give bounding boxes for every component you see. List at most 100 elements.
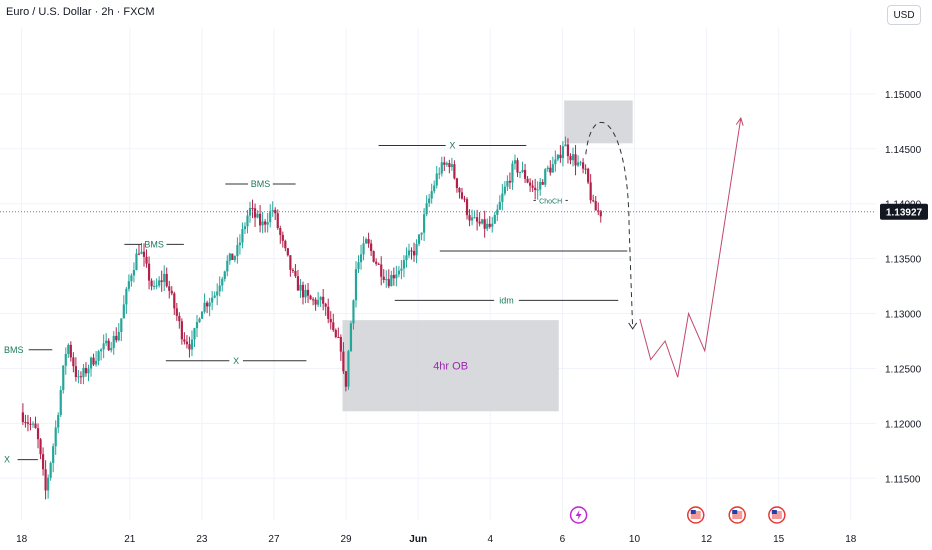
candle-body [183,339,186,342]
candle-body [246,215,249,227]
candle-body [476,217,479,222]
candle-body [163,273,166,282]
candle-body [289,255,292,270]
candle-body [221,278,224,286]
candle-body [412,251,416,256]
candle-body [423,214,426,233]
candle-body [332,322,335,330]
candle-body [175,308,178,316]
candle-body [294,270,297,277]
candle-body [417,234,421,244]
candle-body [319,296,322,301]
candle-body [397,270,400,275]
candle-body [178,315,181,322]
candle-body [279,228,282,235]
candle-body [375,261,378,264]
candle-body [536,189,539,191]
candle-body [296,276,300,291]
candle-body [306,289,310,296]
y-tick-label: 1.12000 [885,419,922,430]
candle-body [49,462,52,478]
candle-body [241,229,244,243]
candle-body [309,295,312,300]
candle-body [362,243,365,255]
candle-body [34,423,37,429]
candle-body [420,232,423,235]
candle-body [200,311,204,319]
candle-body [286,248,289,256]
y-tick-label: 1.13000 [885,310,922,321]
candle-body [334,329,337,337]
candle-body [561,146,565,159]
candle-body [599,210,602,217]
candle-body [486,223,489,229]
candle-body [390,275,393,287]
candle-body [72,357,75,367]
candle-body [592,200,595,202]
candle-body [256,213,259,218]
candle-body [170,290,173,294]
x-tick-label: 15 [773,534,785,545]
candle-body [594,201,597,211]
x-tick-label: 21 [124,534,136,545]
candle-body [534,187,537,191]
candle-body [370,243,373,252]
candle-body [526,178,529,183]
candle-body [523,169,527,179]
candle-body [496,209,499,215]
candle-body [211,297,214,303]
candle-body [481,219,484,224]
candle-body [430,191,433,199]
candle-body [31,423,35,425]
candle-body [87,368,90,374]
x-tick-label: 10 [629,534,641,545]
candle-body [566,144,570,157]
candle-body [571,154,575,161]
candle-body [105,340,108,344]
candle-body [188,344,191,350]
candle-body [546,167,549,170]
candle-body [62,365,65,391]
candle-body [213,295,216,298]
candle-body [450,164,453,168]
candle-body [581,162,585,169]
candle-body [218,285,221,292]
candle-body [367,239,370,244]
level-label: X [233,356,239,366]
candle-body [433,185,436,192]
candle-body [203,302,206,312]
candle-body [460,192,464,199]
candle-body [47,477,50,491]
candle-body [498,201,501,210]
candle-body [79,376,83,378]
candle-body [150,280,153,287]
candle-body [327,306,330,319]
candle-body [77,376,80,378]
candle-body [271,209,274,212]
y-tick-label: 1.14500 [885,145,922,156]
order-block-zone [564,100,633,144]
candle-body [529,182,532,186]
candle-body [125,288,128,305]
candle-body [324,303,327,307]
candle-body [92,357,95,365]
candle-body [253,208,257,218]
candle-body [132,270,136,276]
candle-body [518,172,522,174]
x-tick-label: Jun [409,534,427,545]
candle-body [448,163,451,168]
us-flag-icon [687,506,705,524]
candle-body [74,366,77,378]
candle-body [120,318,123,332]
lightning-icon [569,506,588,524]
candle-body [94,360,98,365]
candle-body [541,181,544,185]
candle-body [311,299,315,301]
projection-path [639,117,742,378]
y-tick-label: 1.13500 [885,255,922,266]
currency-button[interactable]: USD [887,5,921,25]
candle-body [226,260,229,272]
candle-body [400,268,403,271]
candle-body [415,243,418,256]
